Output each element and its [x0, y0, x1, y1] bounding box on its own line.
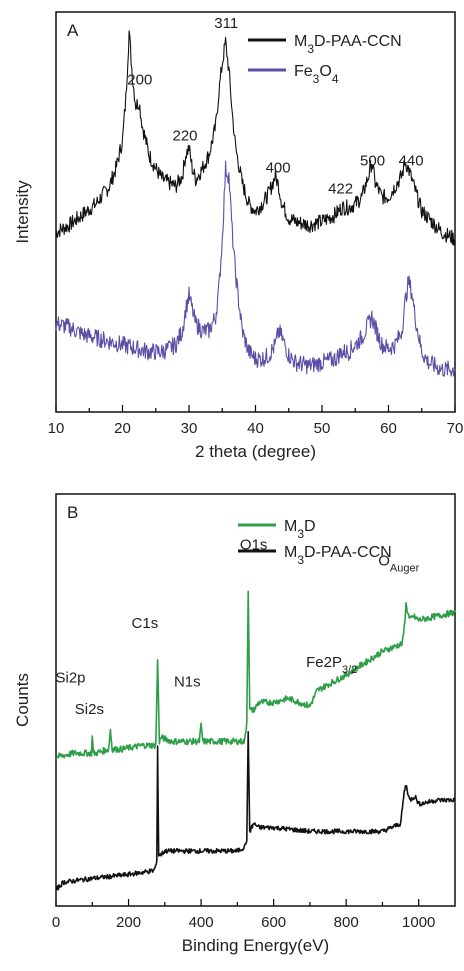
x-tick-label: 600: [261, 914, 286, 931]
peak-label: 200: [127, 71, 152, 88]
x-tick-label: 60: [380, 420, 397, 437]
peak-label: C1s: [132, 615, 159, 632]
legend-label: Fe3O4: [294, 63, 339, 86]
x-tick-label: 70: [447, 420, 464, 437]
x-tick-label: 40: [247, 420, 264, 437]
peak-label: 400: [266, 159, 291, 176]
peak-label: 440: [399, 152, 424, 169]
plot-frame: [55, 493, 456, 907]
peak-label: N1s: [174, 674, 201, 691]
x-tick-label: 200: [116, 914, 141, 931]
x-axis-label: 2 theta (degree): [195, 442, 316, 461]
series-line-1: [55, 731, 456, 891]
x-tick-label: 50: [314, 420, 331, 437]
panel-label: A: [67, 21, 79, 40]
series-line-0: [55, 590, 456, 760]
x-tick-label: 1000: [402, 914, 435, 931]
x-tick-label: 400: [189, 914, 214, 931]
x-tick-label: 20: [114, 420, 131, 437]
peak-label: 311: [214, 15, 238, 32]
panel-label: B: [67, 503, 78, 522]
chart-panel-a: 10 20 30 40 50 60 70 2 theta (degree) Intensity A…: [13, 11, 464, 461]
peak-label: 422: [328, 180, 353, 197]
peak-label: OAuger: [378, 552, 419, 574]
x-tick-label: 0: [52, 914, 60, 931]
legend-label: M3D-PAA-CCN: [284, 544, 392, 567]
x-tick-label: 10: [48, 420, 65, 437]
series-line-1: [55, 160, 456, 377]
peak-label: 220: [172, 128, 197, 145]
chart-panel-b: 0 200 400 600 800 1000 Binding Energy(eV) Count…: [13, 493, 456, 955]
peak-label: Si2s: [75, 701, 104, 718]
peak-label: O1s: [240, 537, 268, 554]
x-tick-label: 800: [334, 914, 359, 931]
peak-label: Fe2P3/2: [306, 654, 357, 676]
y-axis-label: Counts: [13, 673, 32, 727]
legend-label: M3D-PAA-CCN: [294, 33, 402, 56]
peak-label: 500: [360, 152, 385, 169]
legend-label: M3D: [284, 518, 316, 541]
x-axis-label: Binding Energy(eV): [182, 936, 329, 955]
peak-label: Si2p: [55, 670, 85, 687]
x-tick-label: 30: [181, 420, 198, 437]
series-line-0: [55, 30, 456, 246]
y-axis-label: Intensity: [13, 180, 32, 244]
